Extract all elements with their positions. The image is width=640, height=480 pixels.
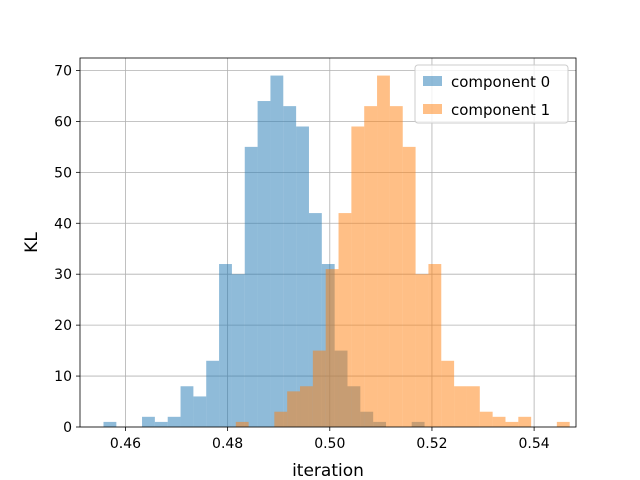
histogram-bars <box>103 75 570 428</box>
histogram-bar <box>312 350 326 427</box>
histogram-bar <box>287 391 301 427</box>
y-tick-label: 0 <box>63 420 72 436</box>
histogram-bar <box>428 264 442 427</box>
y-tick-label: 10 <box>54 369 72 385</box>
axis-ticks: 0.46 0.48 0.50 0.52 0.54 0 10 20 30 40 50 60 70 <box>54 63 550 452</box>
histogram-bar <box>518 416 532 427</box>
histogram-bar <box>103 421 117 427</box>
histogram-bar <box>300 386 313 427</box>
histogram-bar <box>274 411 288 427</box>
histogram-bar <box>154 421 168 427</box>
series-1-bars <box>235 75 570 428</box>
histogram-bar <box>283 106 297 427</box>
y-tick-label: 70 <box>54 63 72 79</box>
x-tick-label: 0.54 <box>519 436 550 452</box>
histogram-bar <box>492 416 506 427</box>
histogram-bar <box>479 411 493 427</box>
x-axis-label: iteration <box>292 461 364 480</box>
histogram-bar <box>219 264 232 427</box>
y-axis-label: KL <box>22 232 42 253</box>
histogram-bar <box>402 146 416 427</box>
histogram-bar <box>505 421 519 427</box>
x-tick-label: 0.48 <box>212 436 243 452</box>
y-tick-label: 40 <box>54 216 72 232</box>
histogram-bar <box>441 360 455 427</box>
grid-lines <box>80 58 576 428</box>
y-tick-label: 50 <box>54 165 72 181</box>
plot-frame <box>79 57 577 428</box>
histogram-bar <box>415 274 429 427</box>
histogram-bar <box>364 106 378 427</box>
histogram-bar <box>389 106 403 427</box>
y-tick-label: 20 <box>54 318 72 334</box>
histogram-bar <box>244 146 258 427</box>
y-tick-label: 30 <box>54 267 72 283</box>
histogram-bar <box>325 269 339 427</box>
histogram-bar <box>257 101 271 428</box>
x-tick-label: 0.52 <box>416 436 447 452</box>
histogram-bar <box>231 274 245 427</box>
legend-box <box>414 64 569 124</box>
histogram-bar <box>351 126 365 427</box>
histogram-bar <box>296 126 309 427</box>
histogram-bar <box>193 396 207 427</box>
histogram-bar <box>556 421 570 427</box>
histogram-bar <box>167 416 181 427</box>
histogram-bar <box>235 421 249 427</box>
legend-swatch <box>423 76 442 86</box>
histogram-bar <box>180 386 194 427</box>
x-tick-label: 0.46 <box>110 436 141 452</box>
histogram-bar <box>142 416 155 427</box>
histogram-bar <box>338 213 352 427</box>
legend-label: component 0 <box>451 73 550 91</box>
y-tick-label: 60 <box>54 114 72 130</box>
legend-swatch <box>423 104 442 114</box>
x-tick-label: 0.50 <box>314 436 345 452</box>
legend: component 0 component 1 <box>414 64 569 124</box>
histogram-bar <box>377 75 390 428</box>
histogram-bar <box>206 360 220 427</box>
legend-label: component 1 <box>451 101 550 119</box>
histogram-bar <box>466 386 480 427</box>
histogram-bar <box>270 75 284 428</box>
histogram-bar <box>454 386 467 427</box>
